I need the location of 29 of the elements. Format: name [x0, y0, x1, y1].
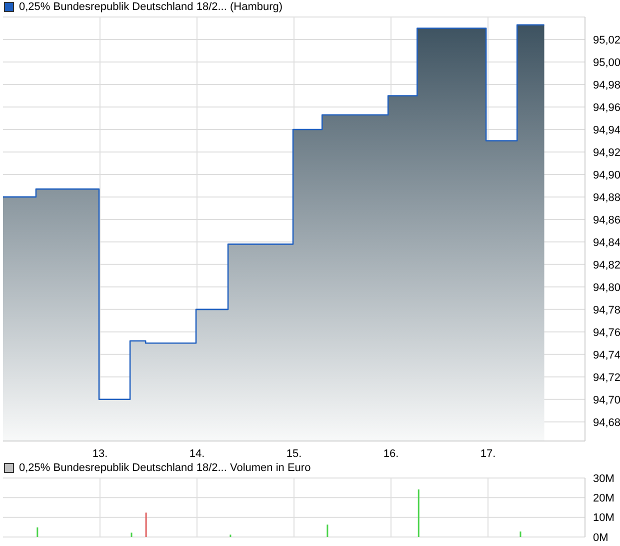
y-tick-label: 94,82: [593, 259, 620, 272]
y-tick-label: 94,84: [593, 236, 620, 249]
x-tick-label: 16.: [383, 448, 399, 460]
y-tick-label: 30M: [593, 472, 614, 485]
y-tick-label: 94,86: [593, 214, 620, 226]
y-tick-label: 0M: [593, 532, 608, 544]
y-tick-label: 94,98: [593, 79, 620, 92]
y-tick-label: 94,74: [593, 349, 620, 362]
y-tick-label: 94,76: [593, 326, 620, 339]
x-tick-label: 17.: [480, 448, 496, 460]
y-tick-label: 94,78: [593, 304, 620, 316]
legend-label: 0,25% Bundesrepublik Deutschland 18/2... (Hamburg): [19, 1, 283, 13]
y-tick-label: 94,72: [593, 372, 620, 384]
y-tick-label: 94,80: [593, 282, 620, 294]
y-tick-label: 94,90: [593, 169, 620, 182]
text: 0,25% Bundesrepublik Deutschland 18/2... Volumen in Euro: [19, 462, 311, 474]
x-tick-label: 15.: [286, 448, 302, 460]
y-tick-label: 95,02: [593, 34, 620, 46]
y-tick-label: 10M: [593, 512, 614, 524]
y-tick-label: 95,00: [593, 56, 620, 69]
x-tick-label: 14.: [189, 448, 205, 460]
y-tick-label: 94,68: [593, 416, 620, 429]
y-tick-label: 94,70: [593, 394, 620, 406]
y-tick-label: 94,96: [593, 102, 620, 114]
y-tick-label: 20M: [593, 492, 614, 505]
y-tick-label: 94,88: [593, 192, 620, 204]
y-tick-label: 94,92: [593, 146, 620, 159]
y-tick-label: 94,94: [593, 124, 620, 136]
x-tick-label: 13.: [92, 448, 108, 460]
